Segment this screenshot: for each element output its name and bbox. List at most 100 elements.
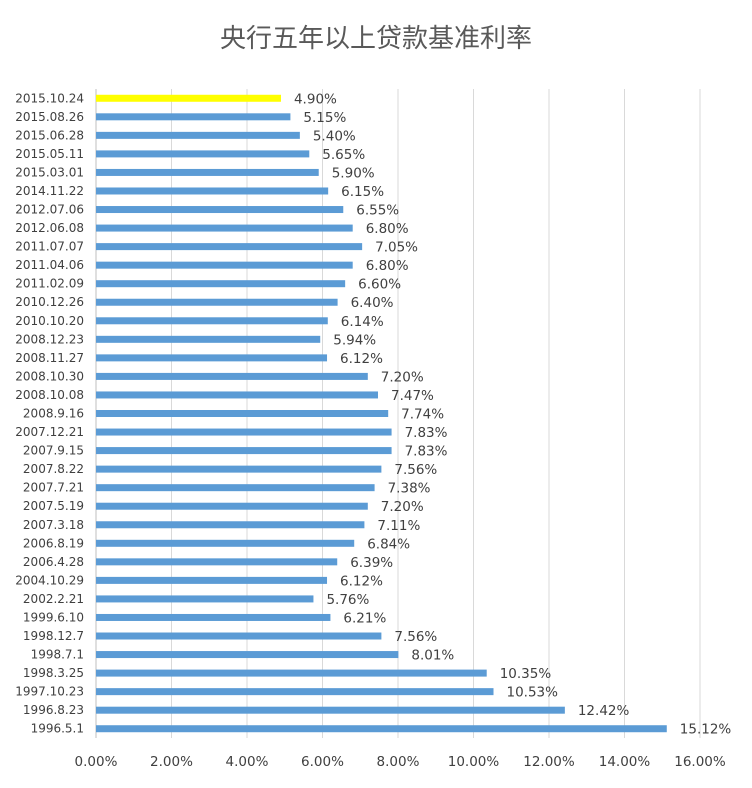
x-tick-label: 6.00%: [301, 754, 344, 770]
data-label: 7.38%: [388, 481, 431, 497]
data-label: 6.14%: [341, 314, 384, 330]
data-label: 15.12%: [680, 722, 732, 738]
chart-title: 央行五年以上贷款基准利率: [219, 24, 532, 54]
bar: [96, 669, 487, 677]
data-label: 8.01%: [411, 648, 454, 664]
category-label: 2015.06.28: [15, 128, 84, 142]
category-label: 1997.10.23: [15, 685, 84, 699]
bar: [96, 335, 321, 343]
bar: [96, 224, 353, 232]
data-label: 6.12%: [340, 351, 383, 367]
category-label: 2004.10.29: [15, 573, 84, 587]
x-tick-label: 16.00%: [674, 754, 726, 770]
bar: [96, 410, 389, 417]
category-label: 2012.06.08: [15, 221, 84, 235]
category-label: 2006.4.28: [23, 555, 84, 569]
category-label: 2015.05.11: [15, 147, 84, 161]
bar: [96, 280, 346, 288]
data-label: 5.15%: [303, 110, 346, 126]
category-label: 2011.07.07: [15, 240, 84, 254]
data-label: 6.21%: [343, 610, 386, 626]
category-label: 1998.7.1: [31, 648, 84, 662]
labels: 0.00% 2.00% 4.00% 6.00% 8.00% 10.00% 12.00% 14.…: [15, 91, 731, 770]
bar: [96, 558, 338, 566]
category-label: 2014.11.22: [15, 184, 84, 198]
data-label: 4.90%: [294, 91, 337, 107]
data-label: 5.90%: [332, 165, 375, 181]
data-label: 12.42%: [578, 703, 630, 719]
data-label: 7.74%: [401, 407, 444, 423]
data-label: 7.83%: [405, 425, 448, 441]
x-tick-label: 8.00%: [377, 754, 420, 770]
category-label: 2008.11.27: [15, 351, 84, 365]
x-tick-label: 14.00%: [599, 754, 651, 770]
bar: [96, 113, 291, 121]
bar: [96, 725, 667, 733]
category-label: 2002.2.21: [23, 592, 84, 606]
x-tick-label: 4.00%: [226, 754, 269, 770]
bar: [96, 391, 378, 399]
bar: [96, 539, 355, 547]
data-label: 7.05%: [375, 240, 418, 256]
bar: [96, 261, 353, 269]
data-label: 6.39%: [350, 555, 393, 571]
data-label: 6.55%: [356, 203, 399, 219]
data-label: 6.84%: [367, 536, 410, 552]
data-label: 10.35%: [500, 666, 552, 682]
data-label: 7.56%: [394, 462, 437, 478]
data-label: 6.80%: [366, 258, 409, 274]
bar: [96, 576, 328, 584]
bar: [96, 465, 382, 473]
data-label: 5.40%: [313, 128, 356, 144]
category-label: 2007.8.22: [23, 462, 84, 476]
category-label: 2015.03.01: [15, 165, 84, 179]
bar: [96, 150, 310, 158]
bar: [96, 428, 392, 436]
bar: [96, 595, 314, 603]
x-tick-label: 10.00%: [448, 754, 500, 770]
bar: [96, 372, 368, 380]
category-label: 2008.12.23: [15, 332, 84, 346]
data-label: 7.11%: [377, 518, 420, 534]
bar: [96, 706, 565, 714]
category-label: 2006.8.19: [23, 536, 84, 550]
category-label: 2010.10.20: [15, 314, 84, 328]
category-label: 2012.07.06: [15, 203, 84, 217]
category-label: 1998.12.7: [23, 629, 84, 643]
bar: [96, 632, 382, 640]
data-label: 6.80%: [366, 221, 409, 237]
data-label: 5.76%: [326, 592, 369, 608]
bar: [96, 688, 494, 696]
category-label: 2007.9.15: [23, 444, 84, 458]
bar: [96, 168, 319, 176]
data-label: 6.60%: [358, 277, 401, 293]
category-label: 2011.04.06: [15, 258, 84, 272]
bar: [96, 298, 338, 306]
bar: [96, 484, 375, 492]
category-label: 2007.7.21: [23, 481, 84, 495]
data-label: 7.20%: [381, 499, 424, 515]
category-label: 2007.5.19: [23, 499, 84, 513]
bar: [96, 94, 281, 102]
category-label: 2015.08.26: [15, 110, 84, 124]
bar: [96, 243, 363, 251]
data-label: 6.40%: [351, 295, 394, 311]
x-tick-label: 12.00%: [523, 754, 575, 770]
bar: [96, 131, 300, 139]
data-label: 5.65%: [322, 147, 365, 163]
category-label: 2010.12.26: [15, 295, 84, 309]
data-label: 6.15%: [341, 184, 384, 200]
data-label: 6.12%: [340, 573, 383, 589]
data-label: 7.56%: [394, 629, 437, 645]
category-label: 1996.5.1: [31, 722, 84, 736]
category-label: 2008.10.30: [15, 369, 84, 383]
category-label: 2008.9.16: [23, 407, 84, 421]
bar: [96, 613, 331, 621]
data-label: 7.47%: [391, 388, 434, 404]
bar: [96, 354, 328, 362]
data-label: 10.53%: [507, 685, 559, 701]
category-label: 2007.3.18: [23, 518, 84, 532]
category-label: 1996.8.23: [23, 703, 84, 717]
